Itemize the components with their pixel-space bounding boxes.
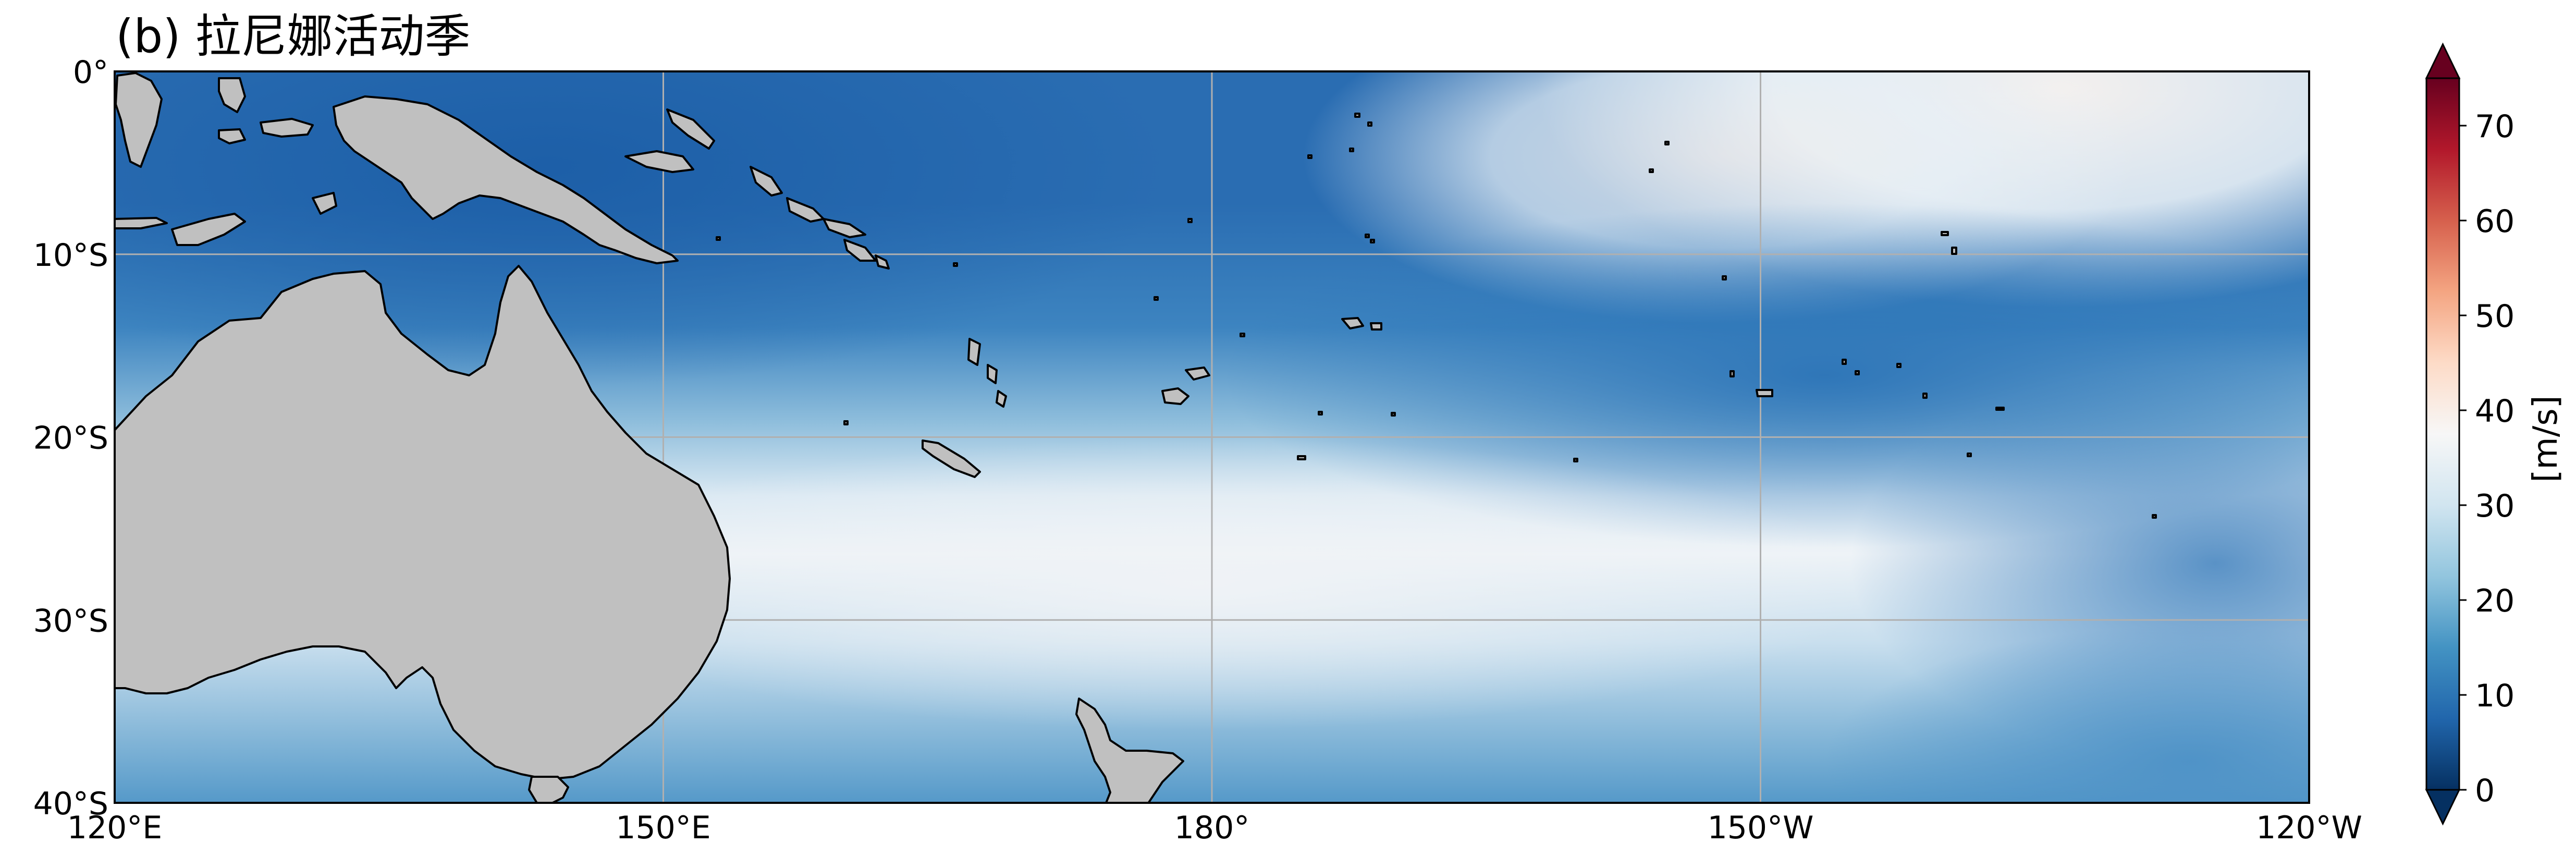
solomon-island-5 (875, 254, 890, 270)
vanuatu-island-1 (967, 338, 981, 366)
colorbar-frame (2425, 77, 2460, 791)
solomon-island-2 (786, 197, 825, 223)
solomon-island-4 (843, 239, 877, 262)
new-ireland-island (666, 108, 715, 150)
y-tick-label-3: 30°S (33, 603, 108, 639)
colorbar-label: [m/s] (2526, 395, 2565, 482)
wind-field-low-south (1824, 626, 2309, 803)
y-tick-label-0: 0° (73, 54, 108, 91)
solomon-island-1 (750, 166, 783, 197)
x-tick-label-2: 180° (1174, 810, 1250, 846)
new-caledonia-island (922, 439, 981, 478)
sulawesi-island (115, 72, 163, 168)
x-tick-label-0: 120°E (67, 810, 162, 846)
tasmania-island (528, 776, 569, 803)
colorbar-gradient (2426, 78, 2459, 790)
x-tick-label-4: 120°W (2256, 810, 2362, 846)
y-tick-label-4: 40°S (33, 786, 108, 822)
sunda-island (115, 217, 168, 229)
land-masses (115, 72, 2157, 803)
y-tick-label-2: 20°S (33, 420, 108, 457)
solomon-island-3 (823, 218, 866, 238)
fiji-island-1 (1161, 387, 1189, 405)
australia-land (115, 265, 731, 780)
new-britain-island (624, 150, 694, 173)
tanimbar-island (312, 192, 337, 215)
seram-island (260, 118, 314, 138)
colorbar-extend-bottom (2425, 789, 2461, 826)
pacific-small-islands (716, 113, 2157, 519)
vanuatu-island-2 (987, 364, 998, 384)
colorbar-ticks: 0 10 20 30 40 50 60 70 (2459, 108, 2514, 809)
figure-title: (b) 拉尼娜活动季 (116, 9, 471, 63)
colorbar-tick-label-6: 60 (2475, 203, 2514, 240)
colorbar-extend-top (2425, 42, 2461, 79)
x-axis-tick-labels: 120°E 150°E 180° 150°W 120°W (67, 810, 2362, 846)
x-tick-label-1: 150°E (616, 810, 710, 846)
timor-island (171, 213, 246, 246)
x-tick-label-3: 150°W (1708, 810, 1814, 846)
wind-field-high-mid (521, 438, 1876, 730)
y-tick-label-1: 10°S (33, 237, 108, 274)
fiji-island-2 (1185, 366, 1210, 381)
new-zealand-north-island (1075, 698, 1184, 803)
colorbar-tick-label-4: 40 (2475, 393, 2514, 430)
buru-island (218, 128, 246, 144)
colorbar-tick-label-2: 20 (2475, 583, 2514, 619)
vanuatu-island-3 (996, 390, 1007, 408)
colorbar: 0 10 20 30 40 50 60 70 [m/s] (2425, 42, 2565, 826)
colorbar-tick-label-1: 10 (2475, 678, 2514, 714)
halmahera-island (218, 77, 246, 113)
colorbar-tick-label-3: 30 (2475, 488, 2514, 524)
colorbar-tick-label-0: 0 (2475, 773, 2495, 809)
map-frame (114, 70, 2310, 804)
colorbar-tick-label-7: 70 (2475, 108, 2514, 145)
new-guinea-island (333, 95, 679, 264)
colorbar-tick-label-5: 50 (2475, 298, 2514, 335)
y-axis-tick-labels: 0° 10°S 20°S 30°S 40°S (33, 54, 108, 822)
